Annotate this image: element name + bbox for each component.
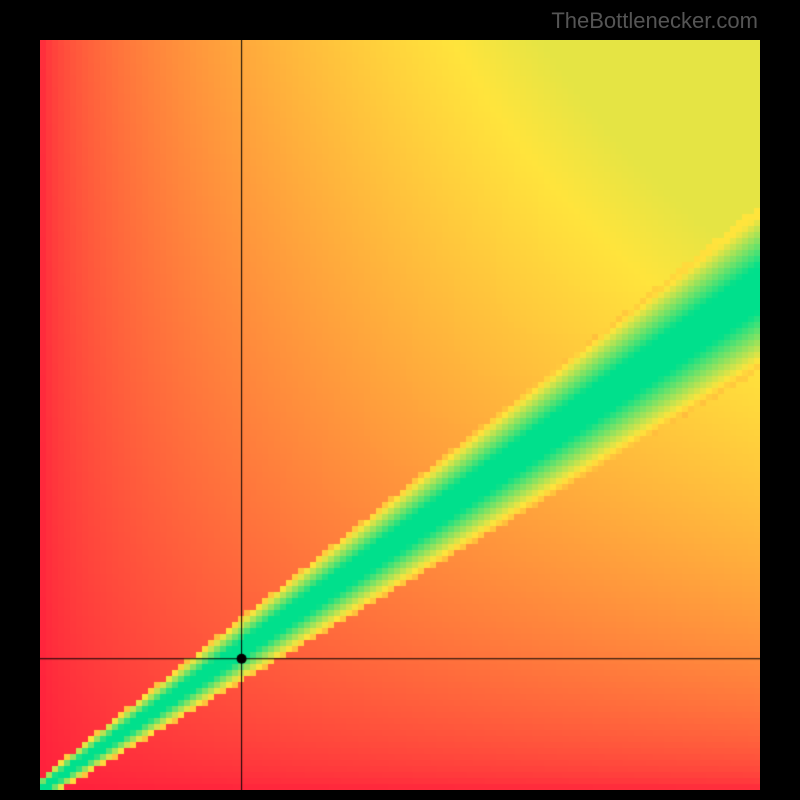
watermark-text: TheBottlenecker.com [551, 8, 758, 34]
heatmap-canvas [40, 40, 760, 790]
heatmap-plot-area [40, 40, 760, 790]
